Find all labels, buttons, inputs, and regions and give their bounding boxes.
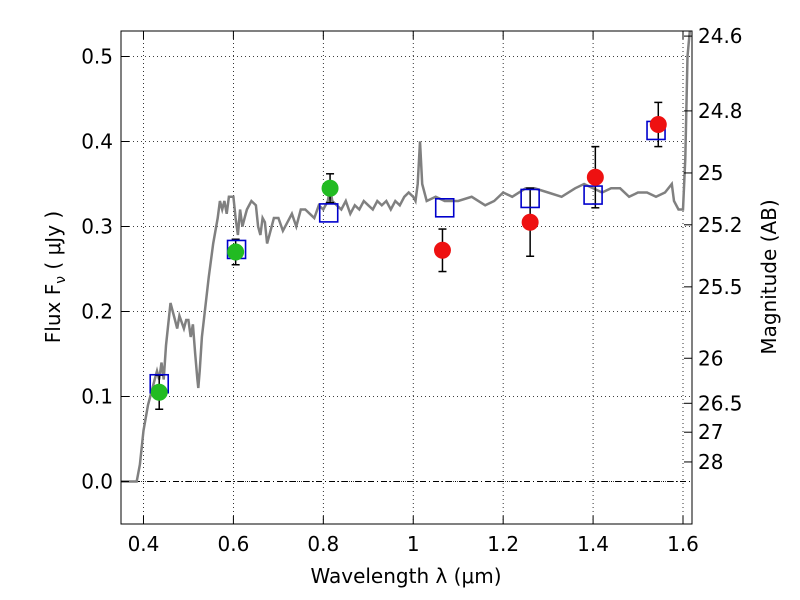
observed-point-red xyxy=(433,241,451,259)
y2-tick-label: 28 xyxy=(698,450,723,474)
y2-tick-label: 25.2 xyxy=(698,213,743,237)
observed-point-red xyxy=(586,168,604,186)
x-axis-title: Wavelength λ (μm) xyxy=(310,564,501,588)
model-box-marker xyxy=(434,198,455,218)
x-tick-label: 0.6 xyxy=(217,532,249,556)
x-tick-label: 1.2 xyxy=(487,532,519,556)
y2-axis-title: Magnitude (AB) xyxy=(757,199,781,354)
x-tick-label: 0.8 xyxy=(307,532,339,556)
model-box-marker xyxy=(520,188,540,209)
y-axis-title: Flux Fν ( μJy ) xyxy=(41,211,69,343)
y-tick-label: 0.5 xyxy=(81,45,113,69)
x-tick-label: 0.4 xyxy=(128,532,160,556)
x-tick-label: 1.4 xyxy=(577,532,609,556)
y-axis-ticks: 0.0 0.1 0.2 0.3 0.4 0.5 xyxy=(81,45,129,494)
x-tick-label: 1 xyxy=(407,532,420,556)
observed-photometry-points xyxy=(150,116,667,401)
y-tick-label: 0.1 xyxy=(81,385,113,409)
y2-tick-label: 25.5 xyxy=(698,275,743,299)
plot-frame xyxy=(120,30,693,525)
y-tick-label: 0.2 xyxy=(81,300,113,324)
model-photometry-boxes xyxy=(149,120,666,394)
observed-point-red xyxy=(649,116,667,133)
model-box-marker xyxy=(583,185,603,205)
y2-tick-label: 26 xyxy=(698,346,723,370)
y2-tick-label: 24.8 xyxy=(698,99,743,123)
y-tick-label: 0.3 xyxy=(81,215,113,239)
y2-axis-ticks: 24.6 24.8 25 25.2 25.5 26 26.5 27 28 xyxy=(684,24,743,474)
y2-tick-label: 26.5 xyxy=(698,391,743,415)
observed-point-green xyxy=(321,179,339,197)
y-tick-label: 0.4 xyxy=(81,130,113,154)
model-box-marker xyxy=(318,203,339,223)
y2-tick-label: 25 xyxy=(698,161,723,185)
x-axis-ticks: 0.4 0.6 0.8 1 1.2 1.4 1.6 xyxy=(128,31,699,556)
x-tick-label: 1.6 xyxy=(667,532,699,556)
y2-tick-label: 24.6 xyxy=(698,24,743,48)
observed-point-red xyxy=(521,213,539,231)
sed-model-curve xyxy=(121,30,692,483)
observed-point-green xyxy=(227,243,245,261)
observed-point-green xyxy=(150,383,168,401)
grid-lines xyxy=(121,31,692,524)
y-tick-label: 0.0 xyxy=(81,470,113,494)
y2-tick-label: 27 xyxy=(698,420,723,444)
